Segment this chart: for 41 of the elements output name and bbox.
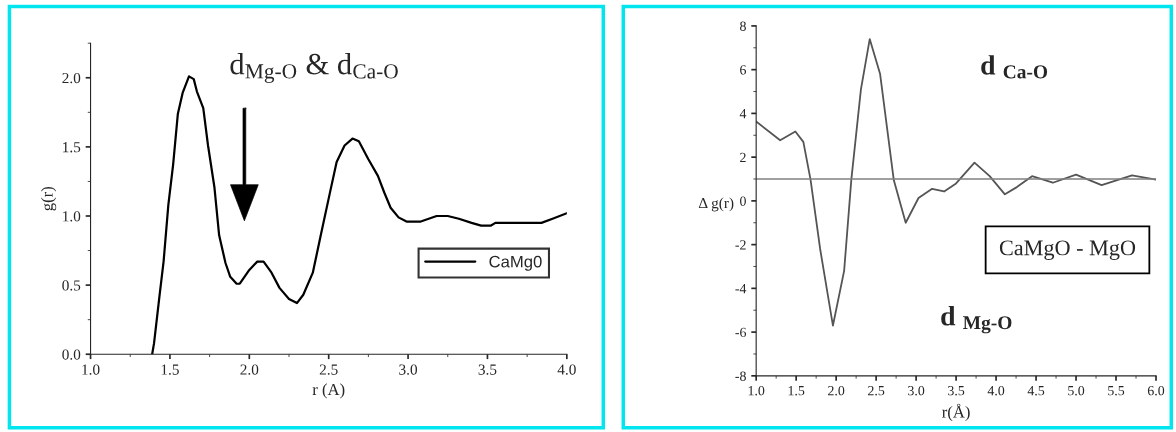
x-tick-label: 3.0 (399, 364, 418, 375)
y-tick-label: 0.0 (62, 349, 81, 360)
annotation: d $_{Ca‐O}$ (981, 55, 1048, 79)
y-axis-title: Δ g(r) (698, 197, 734, 212)
annotation: d $_{Mg‐O}$ (941, 305, 1012, 334)
x-tick-label: 1.0 (748, 385, 765, 396)
x-tick-label: 3.5 (478, 364, 497, 375)
y-tick-label: 4 (739, 109, 747, 119)
y-tick-label: -4 (735, 284, 747, 294)
y-tick-label: 6 (740, 65, 747, 75)
x-tick-label: 2.0 (828, 385, 845, 396)
x-tick-label: 5.5 (1108, 386, 1125, 396)
y-tick-label: 1.0 (63, 211, 81, 222)
x-tick-label: 5.0 (1068, 385, 1085, 396)
y-tick-label: 0.5 (62, 280, 81, 291)
y-axis-title: g(r) (41, 186, 57, 211)
y-tick-label: 2.0 (62, 72, 81, 84)
x-tick-label: 2.0 (240, 364, 259, 375)
y-tick-label: 2 (740, 152, 746, 162)
x-tick-label: 1.0 (82, 364, 100, 375)
x-tick-label: 4.5 (1027, 386, 1045, 396)
x-tick-label: 2.5 (319, 364, 338, 375)
y-tick-label: -8 (735, 371, 746, 381)
x-tick-label: 2.5 (868, 386, 885, 396)
annotation: d$_{Mg‐O}$ & d$_{Ca‐O}$ (230, 52, 398, 83)
x-axis-title: r (A) (312, 383, 345, 399)
x-tick-label: 3.0 (908, 385, 925, 396)
x-axis-title: r(Å) (942, 403, 970, 421)
y-tick-label: -2 (735, 240, 746, 250)
y-tick-label: 1.5 (63, 142, 81, 153)
x-tick-label: 4.0 (557, 364, 576, 375)
x-tick-label: 6.0 (1147, 385, 1165, 396)
x-tick-label: 1.5 (161, 364, 179, 375)
x-tick-label: 4.0 (987, 385, 1005, 396)
y-tick-label: -6 (735, 327, 747, 338)
legend-label: CaMg0 (489, 255, 542, 271)
x-tick-label: 1.5 (788, 386, 805, 396)
x-tick-label: 3.5 (948, 386, 965, 396)
y-tick-label: 0 (740, 196, 746, 206)
y-tick-label: 8 (740, 21, 746, 31)
annotation: CaMgO - MgO (999, 240, 1136, 260)
